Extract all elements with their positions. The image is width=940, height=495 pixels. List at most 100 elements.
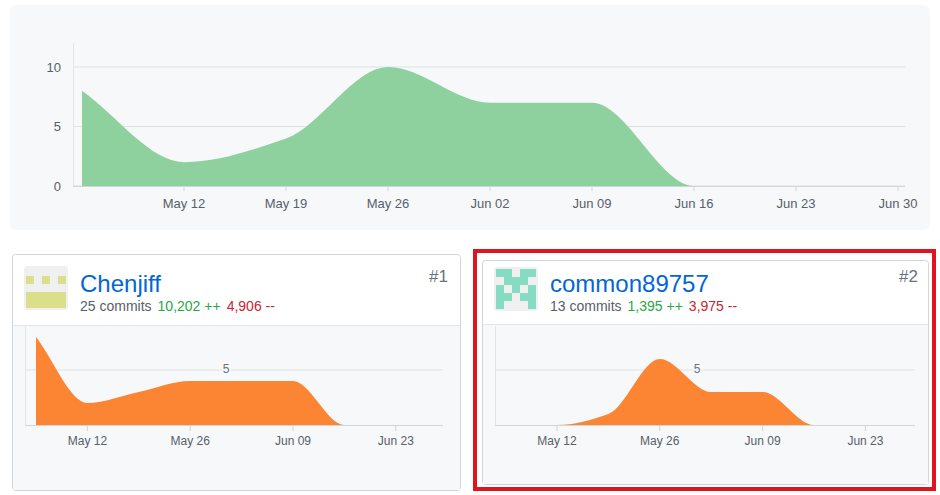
card-separator [483, 324, 928, 325]
x-tick-label: Jun 02 [470, 196, 509, 211]
y-axis-line [495, 326, 496, 425]
contributor-rank: #1 [429, 267, 448, 286]
avatar-cell [496, 269, 504, 277]
avatar-bg [24, 266, 68, 310]
avatar-cell [496, 285, 504, 293]
x-tick [87, 425, 88, 431]
avatar-cell [512, 285, 520, 293]
grid-line [73, 67, 905, 68]
x-tick-label: Jun 30 [878, 196, 917, 211]
plot-area [506, 359, 915, 425]
area [36, 337, 443, 425]
avatar-cell [50, 292, 58, 300]
avatar-cell [528, 285, 536, 293]
avatar-cell [42, 292, 50, 300]
x-tick [490, 186, 491, 191]
contributor-deletions: 3,975 -- [689, 298, 738, 314]
x-tick [592, 186, 593, 191]
highlight-box [475, 251, 934, 489]
x-axis-line [495, 425, 915, 426]
area [506, 359, 915, 425]
x-tick [659, 425, 660, 431]
x-tick-label: Jun 09 [275, 434, 311, 448]
x-tick [796, 186, 797, 191]
avatar-cell [520, 269, 528, 277]
contributor-card [483, 261, 929, 485]
card-separator [13, 325, 460, 326]
x-tick [865, 425, 866, 431]
avatar-cell [496, 293, 504, 301]
avatar-cell [26, 300, 34, 308]
x-tick-label: May 12 [163, 196, 206, 211]
y-tick-label: 5 [694, 362, 701, 376]
avatar-cell [26, 292, 34, 300]
top-panel [10, 5, 930, 230]
avatar-cell [504, 269, 512, 277]
contributor-additions: 1,395 ++ [628, 298, 683, 314]
grid-line [25, 370, 443, 371]
plot-area [82, 67, 898, 186]
x-tick-label: Jun 16 [674, 196, 713, 211]
y-axis-line [25, 326, 26, 425]
avatar-cell [520, 293, 528, 301]
x-tick-label: Jun 23 [847, 434, 883, 448]
page: Chenjiff #1 25 commits 10,202 ++ 4,906 -- com… [0, 0, 940, 495]
avatar-cell [528, 293, 536, 301]
contributor-name[interactable]: common89757 [550, 270, 709, 297]
x-tick-label: Jun 09 [745, 434, 781, 448]
x-tick [762, 425, 763, 431]
avatar-cell [42, 300, 50, 308]
avatar-cell [58, 276, 66, 284]
x-tick [898, 186, 899, 191]
contributor-rank: #2 [899, 267, 918, 286]
avatar-cell [58, 292, 66, 300]
card-chart-bg [483, 324, 928, 484]
contributor-additions: 10,202 ++ [158, 298, 221, 314]
y-tick-label: 10 [47, 60, 61, 75]
avatar-bg [494, 267, 538, 311]
y-axis-line [73, 43, 74, 186]
x-axis-line [73, 186, 905, 187]
x-tick [388, 186, 389, 191]
area [82, 67, 898, 186]
area-chart: 0510May 12May 19May 26Jun 02Jun 09Jun 16… [47, 43, 918, 211]
x-tick-label: Jun 23 [776, 196, 815, 211]
x-tick-label: May 12 [68, 434, 108, 448]
avatar-cell [528, 269, 536, 277]
avatar-cell [504, 277, 512, 285]
plot-area [36, 337, 443, 425]
x-tick-label: May 26 [367, 196, 410, 211]
area-chart: 5 May 12 May 26 Jun 09 Jun 23 [495, 326, 917, 448]
grid-line [495, 370, 915, 371]
contributor-name[interactable]: Chenjiff [80, 270, 161, 297]
x-tick [557, 425, 558, 431]
x-tick [286, 186, 287, 191]
contributor-commits: 25 commits [80, 298, 152, 314]
avatar [24, 266, 68, 310]
contributor-card [13, 255, 461, 491]
avatar-cell [50, 300, 58, 308]
avatar-cell [34, 292, 42, 300]
x-tick [293, 425, 294, 431]
contributor-deletions: 4,906 -- [227, 298, 276, 314]
x-tick [190, 425, 191, 431]
avatar [494, 267, 538, 311]
y-tick-label: 5 [54, 119, 61, 134]
avatar-cell [42, 276, 50, 284]
contributor-commits: 13 commits [550, 298, 622, 314]
avatar-cell [512, 277, 520, 285]
avatar-cell [528, 301, 536, 309]
avatar-cell [34, 300, 42, 308]
x-tick-label: Jun 09 [572, 196, 611, 211]
x-tick-label: Jun 23 [378, 434, 414, 448]
x-tick-label: May 26 [640, 434, 680, 448]
area-chart: 5 May 12 May 26 Jun 09 Jun 23 [25, 326, 447, 448]
y-tick-label: 5 [223, 362, 230, 376]
x-tick-label: May 12 [537, 434, 577, 448]
x-tick-label: May 26 [171, 434, 211, 448]
avatar-cell [26, 276, 34, 284]
x-tick [184, 186, 185, 191]
avatar-cell [504, 293, 512, 301]
x-tick-label: May 19 [265, 196, 308, 211]
x-tick [694, 186, 695, 191]
